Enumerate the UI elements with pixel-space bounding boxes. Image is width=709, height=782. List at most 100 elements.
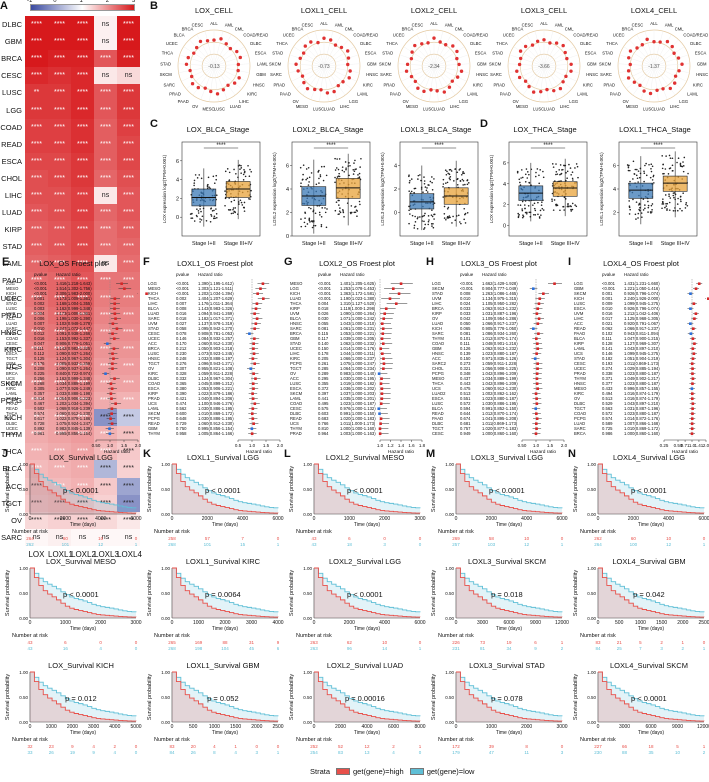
data-point <box>358 200 361 203</box>
radar-axis-label: STAD <box>272 51 283 56</box>
forest-cancer-label: STAD <box>148 326 159 331</box>
forest-hr-text: 1.190(1.023-1.380) <box>340 296 376 301</box>
radar-axis-label: LUSC <box>643 107 654 112</box>
x-tick-label: 1.5 <box>263 443 270 448</box>
low-group-curve <box>598 671 705 717</box>
heatmap-column-label: LOXL1 <box>48 550 73 559</box>
data-point <box>551 198 553 201</box>
forest-hr-text: 1.029(0.885-1.194) <box>624 366 660 371</box>
data-point <box>555 203 558 206</box>
heatmap-row-label: UCEC <box>0 293 22 303</box>
data-point <box>196 177 199 179</box>
data-point <box>314 212 317 215</box>
radar-axis-label: SARC <box>163 82 175 87</box>
survival-pvalue: p < 0.0001 <box>631 694 667 703</box>
radar-axis-label: CESC <box>412 22 424 27</box>
data-point <box>319 174 322 176</box>
radar-point <box>515 69 519 73</box>
forest-cancer-label: PRAD <box>148 396 160 401</box>
high-group-ci-band <box>598 672 704 722</box>
data-point <box>450 170 453 172</box>
high-group-curve <box>172 567 279 618</box>
data-point <box>349 164 351 167</box>
heatmap-cell: **** <box>117 238 140 256</box>
radar-point <box>347 76 351 80</box>
forest-hr-text: 1.084(0.932-1.257) <box>198 336 234 341</box>
radar-axis-label: PRAD <box>273 82 285 87</box>
forest-hr-text: 0.971(0.835-1.126) <box>482 356 518 361</box>
risk-count-high: 9 <box>277 640 280 645</box>
forest-pvalue: <0.001 <box>34 291 48 296</box>
radar-axis-label: STAD <box>492 51 503 56</box>
hr-point <box>388 297 392 300</box>
forest-cancer-label: LAML <box>148 406 160 411</box>
radar-spoke <box>429 65 435 102</box>
low-group-curve <box>30 671 137 717</box>
forest-cancer-label: PCPG <box>6 366 18 371</box>
x-tick-label: 1.41 <box>695 443 704 448</box>
radar-point <box>517 62 522 67</box>
sig-label: **** <box>543 143 553 149</box>
heatmap-cell: **** <box>48 33 71 51</box>
radar-spoke <box>323 65 329 102</box>
risk-count-high: 0 <box>135 536 138 541</box>
radar-point <box>294 62 298 66</box>
radar-point <box>301 51 306 55</box>
radar-axis-label: LUAD <box>544 107 555 112</box>
forest-hr-text: 1.090(0.937-1.264) <box>56 351 92 356</box>
hr-point <box>690 427 694 430</box>
hr-point <box>251 417 255 420</box>
data-point <box>521 200 524 203</box>
forest-pvalue: 0.018 <box>318 306 329 311</box>
radar-spoke <box>299 39 325 67</box>
hr-point <box>380 397 384 400</box>
y-tick-label: 0.50 <box>161 487 170 492</box>
low-group-curve <box>172 463 279 509</box>
data-point <box>424 223 427 226</box>
survival-xlabel: Time (days) <box>354 522 381 528</box>
forest-header-hr: Hazard ratio <box>482 272 507 277</box>
radar-point <box>339 45 344 50</box>
data-point <box>577 176 579 179</box>
x-tick-label: 1.0 <box>689 443 696 448</box>
hr-point <box>536 347 540 350</box>
data-point <box>426 187 428 189</box>
forest-hr-text: 1.202(1.034-1.394) <box>56 401 92 406</box>
risk-count-high: 8 <box>525 744 528 749</box>
hr-point <box>391 287 395 290</box>
data-point <box>638 202 641 205</box>
data-point <box>359 203 361 206</box>
data-point <box>634 213 637 216</box>
low-group-curve <box>456 463 563 509</box>
risk-count-low: 0 <box>135 646 138 651</box>
forest-cancer-label: THCA <box>148 296 160 301</box>
data-point <box>559 173 561 176</box>
heatmap-cell: **** <box>94 84 117 102</box>
forest-cancer-label: KIRP <box>290 306 300 311</box>
data-point <box>677 157 680 160</box>
radar-point <box>450 79 455 83</box>
radar-point <box>404 69 409 73</box>
radar-point <box>535 39 540 43</box>
risk-count-low: 179 <box>452 750 460 755</box>
risk-count-high: 52 <box>338 744 344 749</box>
data-point <box>335 167 338 169</box>
radar-point <box>426 41 430 45</box>
x-tick-label: 0 <box>455 516 458 522</box>
forest-pvalue: 0.030 <box>318 316 329 321</box>
risk-count-low: 43 <box>311 542 317 547</box>
hr-point <box>535 337 538 340</box>
data-point <box>414 215 416 218</box>
forest-pvalue: 0.766 <box>318 421 329 426</box>
data-point <box>680 165 683 168</box>
radar-axis-label: GBM <box>587 61 597 66</box>
risk-count-high: 31 <box>249 640 255 645</box>
forest-hr-text: 0.905(0.778-1.050) <box>482 326 518 331</box>
data-point <box>521 216 524 219</box>
forest-pvalue: 0.146 <box>176 336 187 341</box>
data-point <box>423 214 426 217</box>
heatmap-cell: **** <box>117 460 140 478</box>
